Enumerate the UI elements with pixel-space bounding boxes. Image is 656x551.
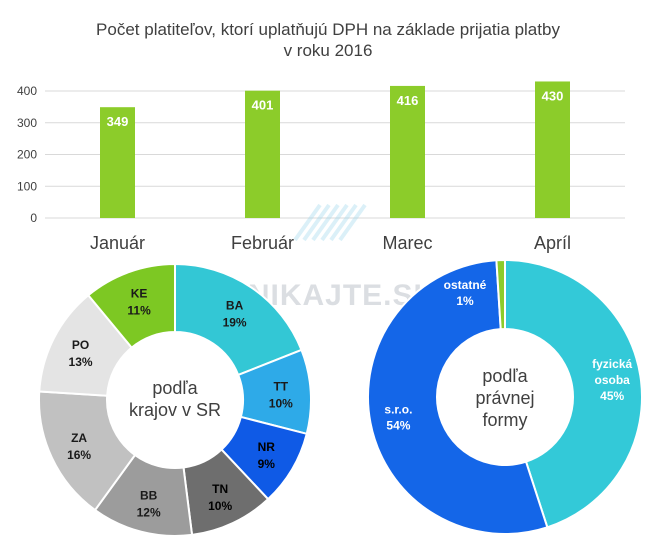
watermark-stripe [329,203,358,242]
slice-label: BA [226,298,244,312]
bar [245,90,280,218]
watermark-stripe [293,203,322,242]
bar-chart: 0 100 200 300 400 349 Január 401 Február 416 Marec… [17,81,625,253]
slice-value-label: 10% [208,499,232,513]
watermark-stripe [311,203,340,242]
slice-value-label: 54% [386,418,410,432]
slice-label: osoba [594,373,630,387]
bar [535,81,570,218]
bar [390,85,425,218]
x-tick-label: Marec [382,233,432,253]
slice-value-label: 13% [69,355,93,369]
slice [495,258,506,331]
watermark-stripe [320,203,349,242]
slice-label: fyzická [592,357,632,371]
slice-label: PO [72,338,89,352]
donut-regions: BA 19% TT 10% NR 9% TN 10% BB 12% ZA 16% PO 13% KE 11% p… [38,262,312,537]
slice-label: s.r.o. [384,402,412,416]
bar-data-label: 401 [252,98,274,113]
slice-value-label: 9% [258,457,276,471]
slice-label: ZA [71,431,87,445]
bar-data-label: 349 [107,114,129,129]
slice [174,262,303,377]
bar [100,107,135,218]
y-tick-label: 400 [17,84,37,98]
slice-value-label: 12% [137,506,161,520]
slice-value-label: 1% [456,294,474,308]
center-label: právnej [475,388,534,408]
chart-title: Počet platiteľov, ktorí uplatňujú DPH na… [96,20,560,39]
center-label: formy [483,410,528,430]
x-tick-label: Február [231,233,294,253]
center-label: podľa [152,378,198,398]
slice-label: NR [258,440,276,454]
slice-value-label: 11% [127,303,151,317]
slice-value-label: 16% [67,448,91,462]
slice [86,262,176,350]
slice-label: TN [212,482,228,496]
slice [504,258,643,529]
bar-data-label: 416 [397,93,419,108]
bar-data-label: 430 [542,88,564,103]
y-tick-label: 300 [17,116,37,130]
x-tick-label: Január [90,233,145,253]
slice-value-label: 10% [269,396,293,410]
watermark-stripe [338,203,367,242]
slice-value-label: 19% [223,315,247,329]
slice-label: BB [140,489,158,503]
y-tick-label: 200 [17,148,37,162]
slice-label: TT [273,379,288,393]
slice-value-label: 45% [600,389,624,403]
slice [38,390,137,512]
slice-label: ostatné [444,278,487,292]
watermark-stripe [302,203,331,242]
chart-subtitle: v roku 2016 [284,41,373,60]
y-tick-label: 100 [17,179,37,193]
center-label: podľa [482,366,528,386]
donut-legal-form: fyzická osoba 45% s.r.o. 54% ostatné 1% podľapr… [367,258,643,535]
x-tick-label: Apríl [534,233,571,253]
slice [367,259,549,535]
slice-label: KE [131,286,148,300]
center-label: krajov v SR [129,400,221,420]
y-tick-label: 0 [30,211,37,225]
